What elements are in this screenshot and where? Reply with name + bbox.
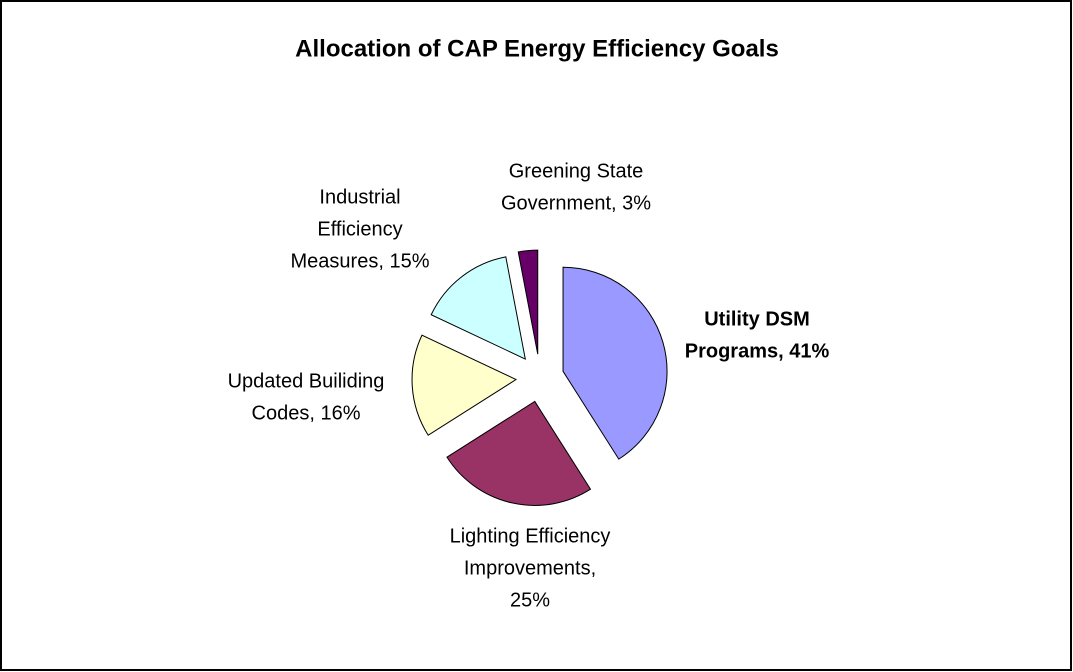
pie-slice	[411, 334, 518, 436]
pie-slice	[430, 256, 526, 360]
slice-label: Programs, 41%	[685, 340, 830, 362]
slice-label: Greening State	[509, 160, 644, 182]
slice-label: 25%	[510, 589, 550, 611]
pie-slice	[517, 249, 539, 355]
slice-label: Updated Builiding	[228, 370, 385, 392]
slice-label: Industrial	[319, 186, 400, 208]
slice-label: Improvements,	[464, 557, 596, 579]
slice-label: Lighting Efficiency	[450, 525, 611, 547]
slice-label: Efficiency	[317, 218, 402, 240]
slice-label: Measures, 15%	[291, 250, 430, 272]
slice-label: Government, 3%	[501, 192, 651, 214]
chart-title: Allocation of CAP Energy Efficiency Goal…	[295, 35, 779, 62]
slice-label: Utility DSM	[704, 308, 810, 330]
slice-label: Codes, 16%	[252, 402, 361, 424]
pie-slice	[446, 400, 592, 506]
pie-slice	[562, 266, 668, 460]
